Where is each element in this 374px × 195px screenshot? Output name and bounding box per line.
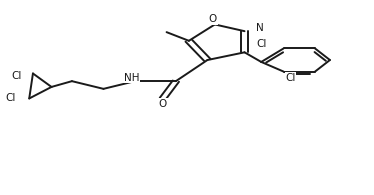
Text: Cl: Cl <box>285 73 296 83</box>
Text: Cl: Cl <box>257 39 267 49</box>
Text: NH: NH <box>123 73 139 83</box>
Text: Cl: Cl <box>6 93 16 104</box>
Text: Cl: Cl <box>11 71 21 81</box>
Text: N: N <box>257 23 264 33</box>
Text: O: O <box>159 99 167 109</box>
Text: O: O <box>209 14 217 24</box>
